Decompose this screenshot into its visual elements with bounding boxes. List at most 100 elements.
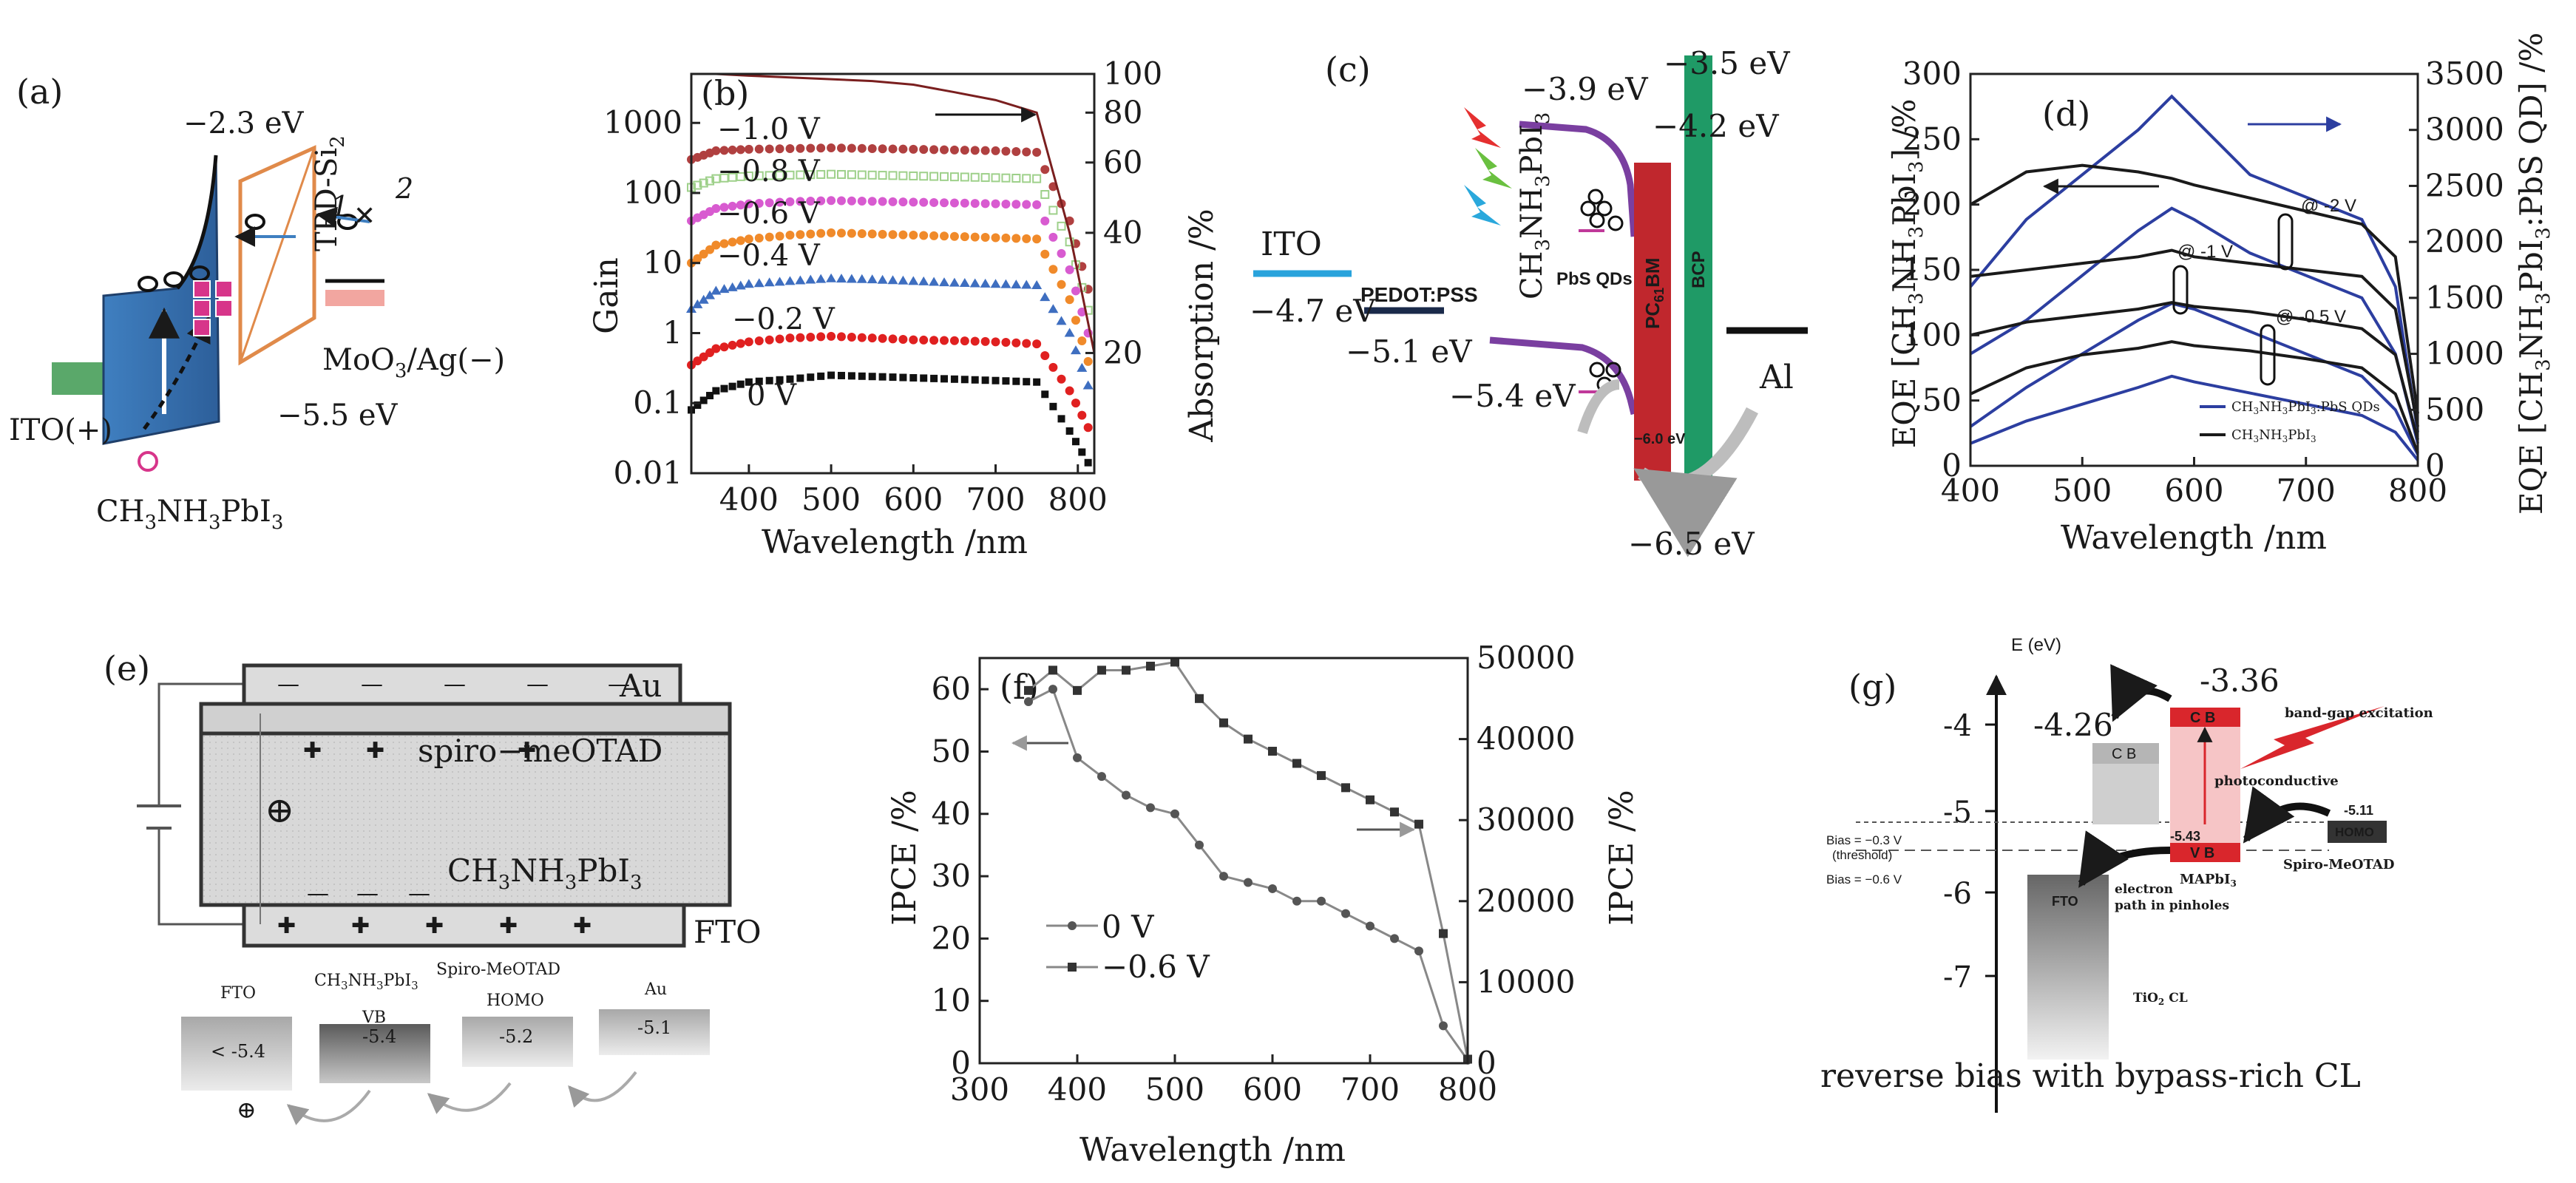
gain-point-0 V	[1032, 339, 1042, 349]
gain-point-−0.4 V	[1083, 356, 1093, 366]
chart-b-xlabel: Wavelength /nm	[762, 523, 1028, 561]
y2tick-label-1500: 1500	[2425, 279, 2504, 316]
gain-point-0 V low	[1078, 448, 1086, 456]
gain-point-−0.8 V	[693, 180, 702, 190]
annot-m1v: @ -1 V	[2177, 242, 2233, 262]
energy-minus-5-1: −5.1 eV	[1346, 333, 1472, 370]
gain-point-0 V	[775, 334, 784, 344]
gain-point-0 V low	[827, 371, 835, 379]
gain-point-−1.0 V	[806, 143, 816, 153]
gain-point-−0.4 V	[775, 231, 784, 241]
ipce-point-0v	[1414, 946, 1423, 956]
gain-point-−0.4 V	[705, 245, 715, 254]
gain-point-0 V	[857, 333, 867, 342]
y2tick-label-0: 0	[1477, 1045, 1497, 1081]
ytick-label-10: 10	[643, 245, 682, 281]
gain-point-−0.6 V	[1057, 248, 1066, 258]
gain-point-−0.4 V	[699, 249, 708, 259]
gain-point-−0.4 V	[1077, 336, 1087, 346]
gain-point-0 V	[728, 340, 737, 350]
chart-f-plot	[1024, 657, 1472, 1065]
gain-point-0 V low	[858, 372, 866, 380]
gain-point-−0.2 V	[846, 274, 857, 283]
gain-point-−0.8 V	[775, 171, 784, 180]
gain-point-−1.0 V	[775, 144, 784, 154]
xtick-label-800: 800	[1048, 481, 1108, 518]
gain-point-−0.4 V	[929, 231, 939, 240]
gain-point-−0.4 V	[919, 231, 929, 240]
gain-point-0 V low	[807, 373, 815, 382]
gain-point-0 V	[736, 339, 745, 348]
pbs-qd-dots	[1580, 189, 1624, 393]
gain-point-−0.6 V	[827, 196, 836, 206]
perovskite-layer	[199, 731, 732, 907]
gain-point-−0.6 V	[888, 197, 898, 206]
ipce-point-0v	[1244, 878, 1253, 887]
xtick-label-800: 800	[2388, 472, 2447, 509]
panel-a: (a) 1 2 ✕ −2.3 eV −5.5 eV	[9, 72, 505, 534]
recycle-arrow	[1633, 407, 1758, 557]
gain-point-−0.4 V	[1040, 249, 1050, 259]
gain-point-0 V	[796, 333, 805, 342]
gain-point-−0.6 V	[1001, 199, 1011, 209]
transfer-arrow-2	[316, 206, 370, 228]
bolt-blue	[1464, 185, 1501, 226]
ipce-point-m06v	[1024, 685, 1033, 695]
ytick-label-10: 10	[932, 983, 971, 1019]
ipce-point-m06v	[1268, 747, 1277, 756]
gain-point-−0.2 V	[959, 278, 970, 288]
gain-point-−0.4 V	[765, 232, 774, 242]
gain-point-−0.6 V	[1071, 286, 1080, 296]
gain-point-−0.6 V	[711, 204, 721, 214]
gain-point-0 V	[909, 335, 918, 345]
recycle-arrow-2	[1577, 379, 1620, 435]
gain-point-−1.0 V	[888, 144, 898, 154]
gain-point-0 V	[711, 344, 721, 353]
energy-minus-2-3: −2.3 eV	[183, 106, 305, 140]
gain-point-−0.2 V	[1064, 328, 1075, 337]
y2tick-label-3000: 3000	[2425, 112, 2504, 148]
annot-m2v: @ -2 V	[2301, 196, 2356, 216]
xtick-label-500: 500	[801, 481, 861, 518]
ytick-label-1: 1	[662, 314, 682, 350]
ipce-point-m06v	[1170, 657, 1179, 667]
bias-0-3-label: Bias = −0.3 V	[1826, 833, 1902, 847]
gain-point-0 V low	[950, 375, 958, 383]
ipce-point-m06v	[1414, 819, 1423, 829]
gain-point-−0.8 V	[888, 171, 898, 180]
gain-point-−0.4 V	[857, 229, 867, 239]
level-au-value: -5.1	[637, 1017, 671, 1038]
plus-s3: ✚	[518, 738, 536, 764]
xtick-label-400: 400	[719, 481, 779, 518]
gain-point-−1.0 V	[765, 144, 774, 154]
gain-point-−0.2 V	[816, 274, 827, 283]
gain-point-−0.2 V	[805, 274, 816, 284]
external-circuit	[157, 682, 244, 926]
gain-point-−0.4 V	[728, 237, 737, 247]
level-circle-plus: ⊕	[237, 1096, 257, 1124]
panel-a-label: (a)	[16, 72, 63, 112]
gain-point-0 V low	[755, 377, 763, 385]
gain-point-0 V low	[1033, 378, 1041, 386]
gain-point-0 V	[878, 333, 887, 343]
moo3-ag-label: MoO3/Ag(−)	[322, 343, 505, 382]
gain-point-−1.0 V	[1032, 148, 1042, 157]
legend-marker-m06v	[1068, 963, 1077, 972]
minus-p3: —	[408, 881, 430, 906]
ytick-label-0.1: 0.1	[633, 384, 682, 421]
gain-point-−0.4 V	[888, 230, 898, 240]
xtick-label-400: 400	[1048, 1071, 1107, 1108]
gain-point-−1.0 V	[728, 145, 737, 155]
level-minus-4-26: -4.26	[2033, 707, 2113, 743]
legend-marker-0v	[1068, 921, 1077, 930]
plus-f3: ✚	[425, 913, 444, 939]
gain-point-−0.8 V	[736, 172, 745, 181]
gain-point-−0.8 V	[765, 171, 774, 180]
tpd-si2-box	[238, 145, 316, 366]
hop-arrow-1	[286, 1089, 371, 1125]
spiro-plus-row: ✚ ✚ ✚	[303, 738, 536, 764]
gain-point-0 V	[867, 333, 877, 343]
gain-point-0 V low	[1041, 390, 1049, 399]
eqe-line-QD--0.5-V	[1969, 302, 2419, 455]
gain-point-−0.4 V	[736, 236, 745, 245]
